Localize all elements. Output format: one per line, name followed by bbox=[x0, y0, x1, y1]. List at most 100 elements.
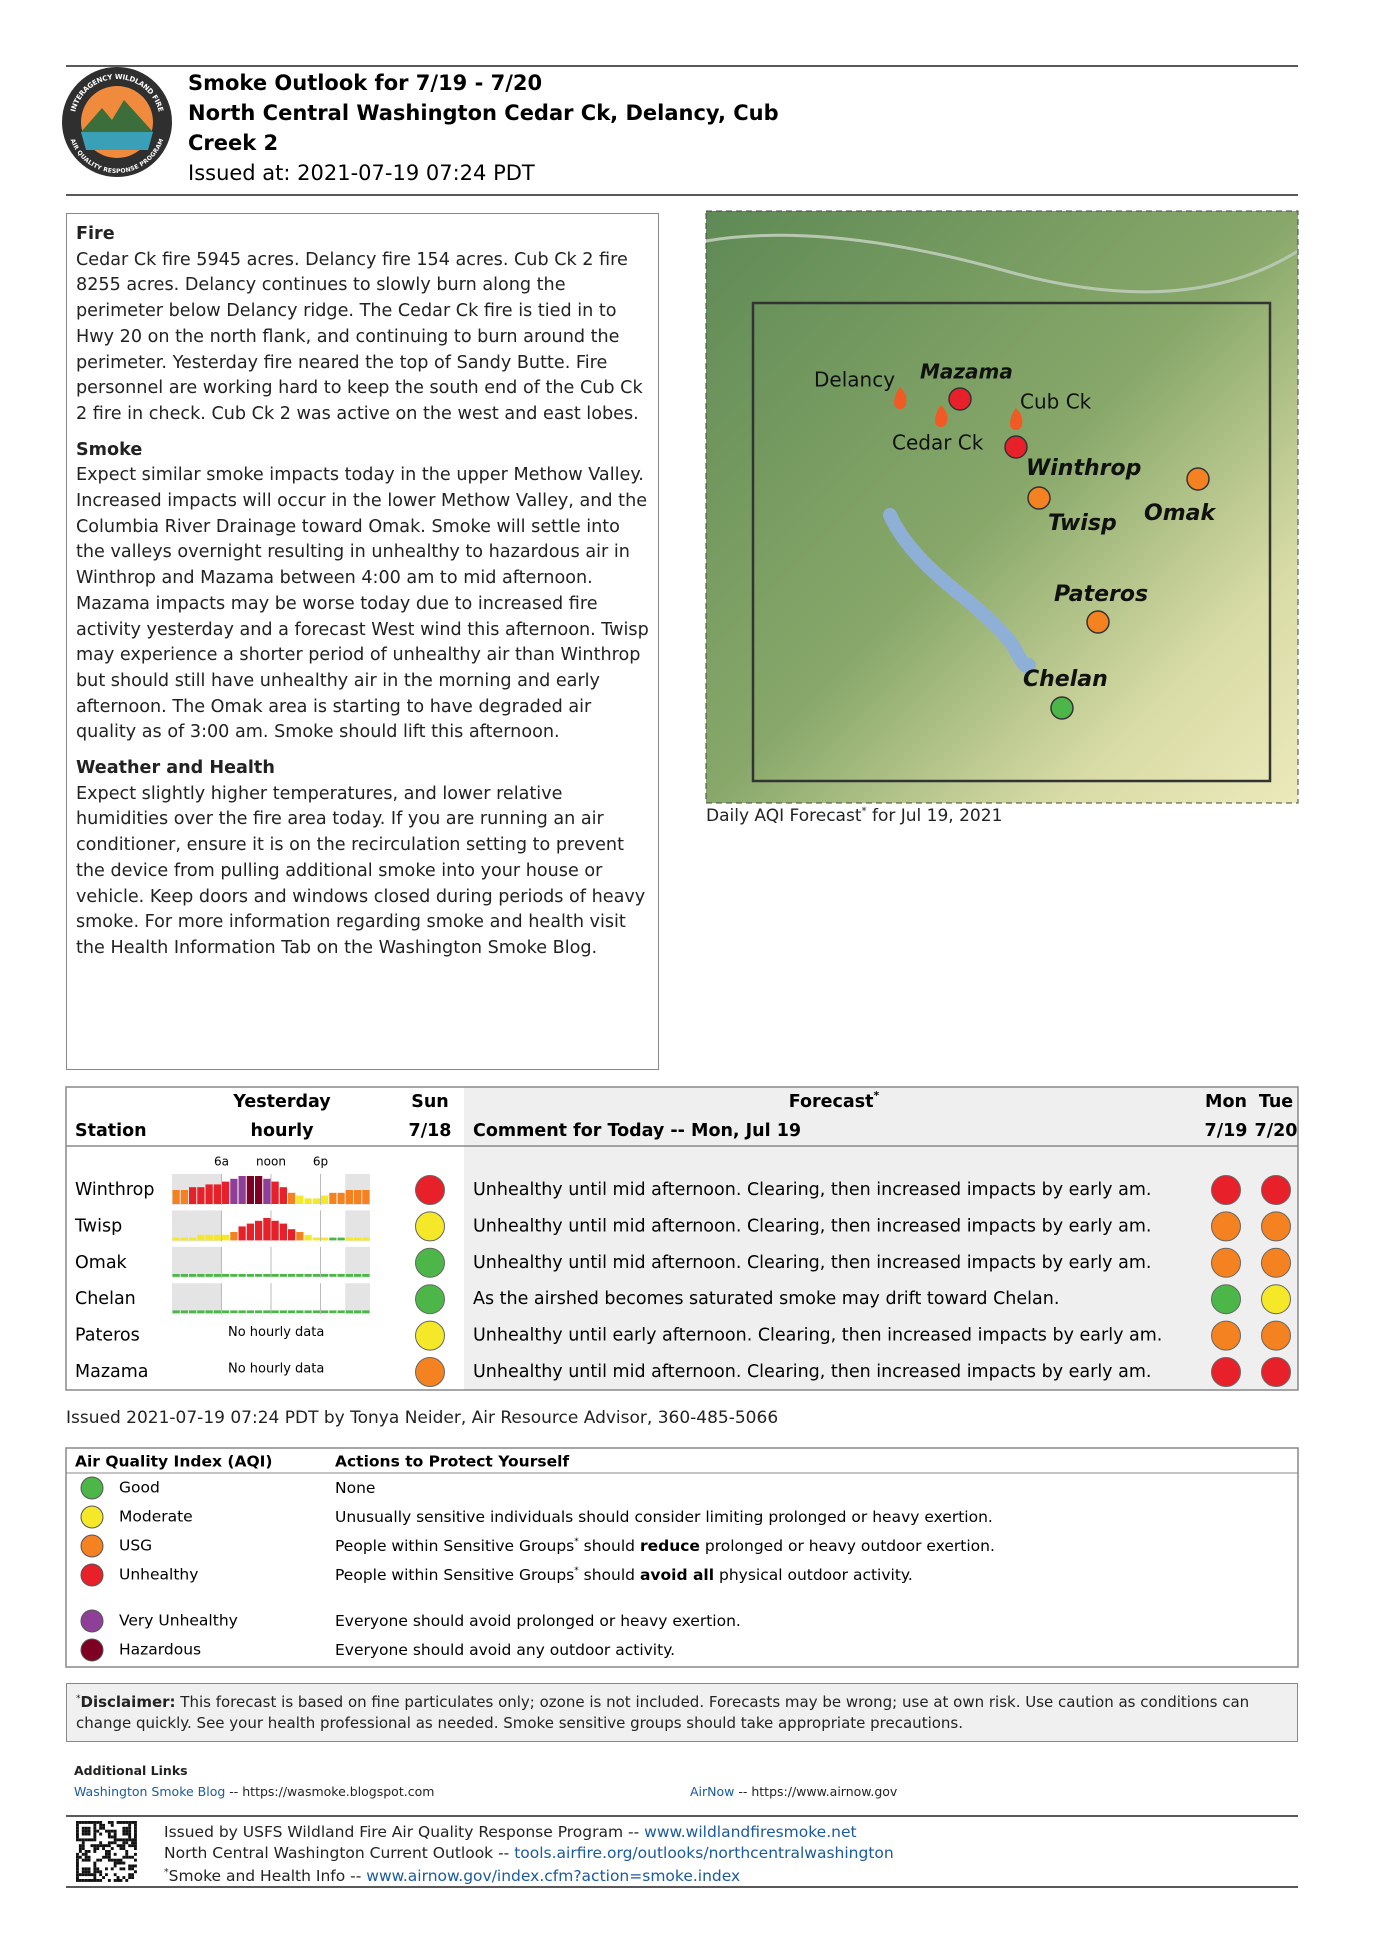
night-shade bbox=[345, 1210, 370, 1242]
qr-cell bbox=[99, 1844, 103, 1848]
map-label: Winthrop bbox=[1026, 456, 1141, 481]
qr-cell bbox=[131, 1838, 134, 1842]
footer-link[interactable]: www.airnow.gov/index.cfm?action=smoke.in… bbox=[366, 1867, 741, 1886]
hourly-bar bbox=[329, 1192, 337, 1204]
map-caption: Daily AQI Forecast* for Jul 19, 2021 bbox=[706, 806, 1002, 826]
qr-cell bbox=[134, 1864, 137, 1868]
table-header: Comment for Today -- Mon, Jul 19 bbox=[473, 1121, 801, 1141]
qr-cell bbox=[116, 1844, 120, 1848]
aqi-action-part: Everyone should avoid prolonged or heavy… bbox=[335, 1612, 741, 1630]
qr-cell bbox=[125, 1832, 129, 1836]
hourly-bar bbox=[213, 1274, 221, 1277]
hourly-chart bbox=[172, 1210, 370, 1242]
qr-cell bbox=[125, 1838, 129, 1842]
qr-cell bbox=[105, 1855, 108, 1859]
qr-cell bbox=[113, 1838, 117, 1842]
qr-cell bbox=[87, 1867, 91, 1871]
qr-cell bbox=[81, 1870, 85, 1874]
qr-cell bbox=[87, 1832, 91, 1836]
qr-cell bbox=[99, 1823, 103, 1827]
qr-cell bbox=[119, 1879, 123, 1882]
qr-cell bbox=[81, 1841, 85, 1845]
qr-cell bbox=[93, 1835, 97, 1839]
qr-cell bbox=[128, 1844, 132, 1848]
qr-cell bbox=[113, 1864, 117, 1868]
hourly-bar bbox=[213, 1184, 221, 1204]
qr-cell bbox=[128, 1873, 132, 1877]
section-text: Expect similar smoke impacts today in th… bbox=[76, 465, 649, 743]
station: Winthrop bbox=[75, 1180, 154, 1200]
station: Twisp bbox=[74, 1216, 122, 1236]
logo: INTERAGENCY WILDLAND FIRE AIR QUALITY RE… bbox=[62, 67, 172, 177]
qr-code bbox=[76, 1821, 137, 1882]
qr-cell bbox=[93, 1876, 97, 1879]
qr-cell bbox=[93, 1879, 97, 1882]
aqi-action: Everyone should avoid any outdoor activi… bbox=[335, 1641, 675, 1659]
qr-cell bbox=[107, 1852, 111, 1856]
qr-cell bbox=[84, 1838, 88, 1842]
hourly-bar bbox=[205, 1310, 213, 1314]
qr-cell bbox=[87, 1879, 91, 1882]
qr-cell bbox=[119, 1861, 123, 1865]
link[interactable]: AirNow bbox=[690, 1784, 735, 1799]
qr-cell bbox=[113, 1829, 117, 1833]
section-heading: Weather and Health bbox=[76, 758, 275, 779]
link[interactable]: Washington Smoke Blog bbox=[74, 1784, 226, 1799]
qr-cell bbox=[134, 1844, 137, 1848]
qr-cell bbox=[93, 1838, 97, 1842]
qr-cell bbox=[99, 1879, 103, 1882]
qr-cell bbox=[134, 1826, 137, 1830]
qr-cell bbox=[76, 1821, 79, 1824]
qr-cell bbox=[76, 1826, 79, 1830]
qr-cell bbox=[119, 1858, 123, 1862]
qr-cell bbox=[128, 1829, 132, 1833]
hourly-bar bbox=[189, 1237, 197, 1241]
qr-cell bbox=[110, 1858, 114, 1862]
qr-cell bbox=[119, 1867, 123, 1871]
qr-cell bbox=[99, 1873, 103, 1877]
qr-cell bbox=[90, 1844, 94, 1848]
qr-cell bbox=[128, 1876, 132, 1879]
footer-line: Issued by USFS Wildland Fire Air Quality… bbox=[164, 1822, 894, 1843]
aqi-action-part: prolonged or heavy outdoor exertion. bbox=[700, 1537, 995, 1555]
aqi-dot bbox=[1261, 1175, 1291, 1205]
footer-link[interactable]: tools.airfire.org/outlooks/northcentralw… bbox=[514, 1843, 894, 1862]
qr-cell bbox=[116, 1879, 120, 1882]
qr-cell bbox=[96, 1879, 100, 1882]
qr-cell bbox=[128, 1838, 132, 1842]
caption: Daily AQI Forecast bbox=[706, 806, 862, 826]
aqi-action-part: avoid all bbox=[640, 1566, 714, 1584]
qr-cell bbox=[93, 1823, 97, 1827]
qr-cell bbox=[128, 1867, 132, 1871]
qr-cell bbox=[76, 1876, 79, 1879]
hourly-bar bbox=[329, 1274, 337, 1277]
qr-cell bbox=[84, 1873, 88, 1877]
hourly-bar bbox=[180, 1190, 188, 1204]
aqi-action-part: People within Sensitive Groups bbox=[335, 1537, 574, 1555]
qr-cell bbox=[107, 1855, 111, 1859]
qr-cell bbox=[102, 1823, 105, 1827]
qr-cell bbox=[76, 1852, 79, 1856]
hourly-bar bbox=[180, 1274, 188, 1277]
qr-cell bbox=[105, 1829, 108, 1833]
qr-cell bbox=[107, 1850, 111, 1853]
qr-cell bbox=[78, 1879, 82, 1882]
hourly-bar bbox=[296, 1232, 304, 1241]
footer-link[interactable]: www.wildlandfiresmoke.net bbox=[644, 1823, 857, 1841]
hourly-bar bbox=[337, 1274, 345, 1277]
footer-line: *Smoke and Health Info -- www.airnow.gov… bbox=[164, 1863, 894, 1887]
footer-text: Issued by USFS Wildland Fire Air Quality… bbox=[164, 1823, 645, 1841]
hourly-bar bbox=[271, 1310, 279, 1314]
qr-cell bbox=[110, 1823, 114, 1827]
qr-cell bbox=[107, 1844, 111, 1848]
hourly-bar bbox=[304, 1310, 312, 1314]
hourly-bar bbox=[354, 1190, 362, 1204]
hourly-bar bbox=[304, 1198, 312, 1204]
section-text: Cedar Ck fire 5945 acres. Delancy fire 1… bbox=[76, 249, 643, 424]
qr-cell bbox=[76, 1879, 79, 1882]
qr-cell bbox=[96, 1867, 100, 1871]
qr-cell bbox=[131, 1864, 134, 1868]
comment: Unhealthy until mid afternoon. Clearing,… bbox=[473, 1216, 1151, 1236]
hourly-bar bbox=[180, 1237, 188, 1241]
qr-cell bbox=[84, 1855, 88, 1859]
